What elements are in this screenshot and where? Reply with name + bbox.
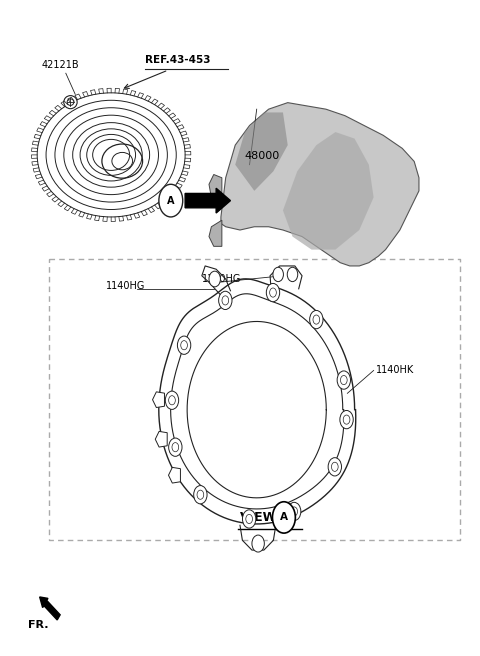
Circle shape bbox=[219, 291, 232, 310]
Polygon shape bbox=[283, 132, 373, 250]
Circle shape bbox=[287, 267, 298, 281]
Circle shape bbox=[165, 391, 179, 409]
Circle shape bbox=[168, 396, 175, 405]
Circle shape bbox=[313, 315, 320, 324]
Circle shape bbox=[291, 507, 298, 516]
Circle shape bbox=[288, 502, 301, 521]
Text: 1140HG: 1140HG bbox=[107, 281, 146, 291]
Polygon shape bbox=[209, 220, 222, 247]
Circle shape bbox=[340, 375, 347, 384]
Text: 1140HK: 1140HK bbox=[376, 365, 414, 375]
Circle shape bbox=[159, 184, 183, 217]
Polygon shape bbox=[221, 102, 419, 266]
Text: A: A bbox=[280, 512, 288, 522]
Circle shape bbox=[340, 411, 353, 429]
Circle shape bbox=[209, 271, 220, 287]
Circle shape bbox=[178, 336, 191, 354]
Text: 48000: 48000 bbox=[245, 152, 280, 161]
Text: VIEW: VIEW bbox=[240, 511, 281, 524]
Polygon shape bbox=[155, 432, 167, 447]
Polygon shape bbox=[168, 467, 180, 483]
Circle shape bbox=[252, 535, 264, 552]
Circle shape bbox=[194, 485, 207, 504]
Circle shape bbox=[197, 490, 204, 499]
Circle shape bbox=[310, 310, 323, 329]
Polygon shape bbox=[235, 112, 288, 191]
Circle shape bbox=[343, 415, 350, 424]
FancyArrow shape bbox=[185, 188, 230, 213]
Circle shape bbox=[222, 296, 228, 305]
Text: A: A bbox=[167, 195, 175, 205]
Circle shape bbox=[266, 283, 280, 302]
Polygon shape bbox=[153, 392, 165, 407]
Text: FR.: FR. bbox=[28, 620, 48, 630]
Polygon shape bbox=[209, 174, 222, 201]
Text: REF.43-453: REF.43-453 bbox=[144, 55, 210, 65]
Circle shape bbox=[337, 371, 350, 389]
Circle shape bbox=[328, 458, 341, 476]
Circle shape bbox=[181, 340, 187, 350]
Circle shape bbox=[168, 438, 182, 457]
Circle shape bbox=[246, 514, 252, 523]
Text: 42121B: 42121B bbox=[42, 60, 80, 70]
Ellipse shape bbox=[64, 96, 77, 109]
Circle shape bbox=[273, 502, 295, 533]
FancyArrow shape bbox=[40, 597, 60, 620]
Circle shape bbox=[242, 510, 256, 528]
Circle shape bbox=[332, 462, 338, 472]
Circle shape bbox=[172, 443, 179, 452]
Circle shape bbox=[273, 267, 283, 281]
Circle shape bbox=[270, 288, 276, 297]
Text: 1140HG: 1140HG bbox=[202, 274, 241, 284]
